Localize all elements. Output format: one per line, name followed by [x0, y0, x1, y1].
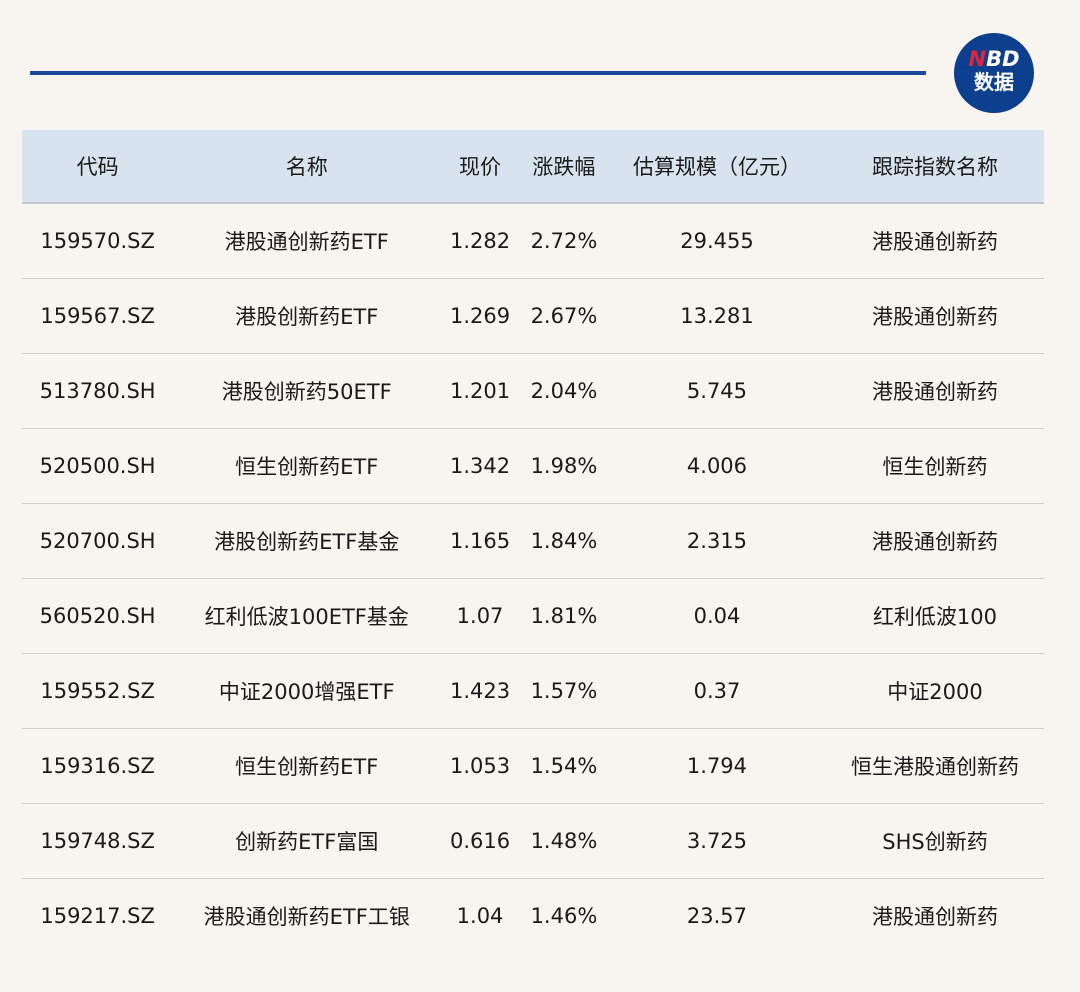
cell-scale: 3.725 [607, 803, 826, 879]
cell-scale: 4.006 [607, 428, 826, 504]
cell-price: 1.04 [456, 904, 504, 928]
cell-index: 恒生创新药 [825, 428, 1044, 504]
cell-name: 港股通创新药ETF工银 [203, 905, 410, 929]
table-row: 159570.SZ 港股通创新药ETF 1.282 2.72% 29.455 港股通创新药 [22, 203, 1044, 279]
cell-scale: 5.745 [607, 353, 826, 429]
column-header-change: 涨跌幅 [519, 130, 608, 204]
cell-price: 1.342 [440, 428, 520, 504]
cell-name: 恒生创新药ETF [173, 728, 441, 804]
cell-index: 港股通创新药 [825, 278, 1044, 354]
cell-index: 红利低波100 [825, 578, 1044, 654]
cell-price: 1.282 [440, 203, 520, 279]
cell-index: 恒生港股通创新药 [825, 728, 1044, 804]
table-row: 560520.SH 红利低波100ETF基金 1.07 1.81% 0.04 红利低波10… [22, 578, 1044, 654]
cell-name: 港股创新药ETF [173, 278, 441, 354]
cell-name: 港股创新药ETF基金 [173, 503, 441, 579]
nbd-data-logo: NBD 数据 [954, 33, 1034, 113]
cell-change: 1.98% [519, 428, 608, 504]
cell-change: 2.67% [519, 278, 608, 354]
cell-price: 1.423 [440, 653, 520, 729]
cell-scale: 0.04 [607, 578, 826, 654]
column-header-index: 跟踪指数名称 [825, 130, 1044, 204]
cell-name: 创新药ETF富国 [173, 803, 441, 879]
cell-scale: 2.315 [607, 503, 826, 579]
cell-name: 恒生创新药ETF [173, 428, 441, 504]
cell-code: 159748.SZ [22, 803, 174, 879]
cell-price: 1.165 [440, 503, 520, 579]
column-header-scale: 估算规模（亿元） [607, 130, 826, 204]
cell-change: 1.57% [519, 653, 608, 729]
cell-change: 1.48% [519, 803, 608, 879]
cell-change: 1.54% [519, 728, 608, 804]
cell-index: 港股通创新药 [825, 353, 1044, 429]
cell-scale: 1.794 [607, 728, 826, 804]
cell-index: SHS创新药 [825, 803, 1044, 879]
cell-price: 1.269 [440, 278, 520, 354]
cell-code: 159217.SZ [40, 904, 155, 928]
table-row: 520700.SH 港股创新药ETF基金 1.165 1.84% 2.315 港股通创新药 [22, 503, 1044, 579]
cell-change: 1.81% [519, 578, 608, 654]
cell-change: 2.04% [519, 353, 608, 429]
table-row: 159217.SZ 港股通创新药ETF工银 1.04 1.46% 23.57 港股通创新药 [22, 879, 1044, 954]
etf-table: 代码 名称 现价 涨跌幅 估算规模（亿元） 跟踪指数名称 159570.SZ 港股通创新药E… [22, 130, 1044, 953]
table-row: 520500.SH 恒生创新药ETF 1.342 1.98% 4.006 恒生创新药 [22, 428, 1044, 504]
cell-change: 1.46% [530, 904, 598, 928]
table-row: 159567.SZ 港股创新药ETF 1.269 2.67% 13.281 港股通创新药 [22, 278, 1044, 354]
cell-index: 中证2000 [825, 653, 1044, 729]
cell-code: 560520.SH [22, 578, 174, 654]
cell-price: 1.053 [440, 728, 520, 804]
cell-code: 520700.SH [22, 503, 174, 579]
cell-scale: 29.455 [607, 203, 826, 279]
cell-index: 港股通创新药 [825, 203, 1044, 279]
cell-name: 中证2000增强ETF [173, 653, 441, 729]
cell-scale: 23.57 [686, 904, 748, 928]
cell-code: 159567.SZ [22, 278, 174, 354]
cell-scale: 13.281 [607, 278, 826, 354]
cell-price: 1.07 [440, 578, 520, 654]
cell-index: 港股通创新药 [871, 905, 998, 929]
column-header-name: 名称 [173, 130, 441, 204]
cell-name: 港股通创新药ETF [173, 203, 441, 279]
cell-index: 港股通创新药 [825, 503, 1044, 579]
cell-name: 港股创新药50ETF [173, 353, 441, 429]
cell-code: 520500.SH [22, 428, 174, 504]
cell-name: 红利低波100ETF基金 [173, 578, 441, 654]
cell-price: 0.616 [440, 803, 520, 879]
table-row: 159316.SZ 恒生创新药ETF 1.053 1.54% 1.794 恒生港股通创新药 [22, 728, 1044, 804]
cell-price: 1.201 [440, 353, 520, 429]
column-header-price: 现价 [440, 130, 520, 204]
cell-code: 159316.SZ [22, 728, 174, 804]
cell-change: 1.84% [519, 503, 608, 579]
cell-code: 159570.SZ [22, 203, 174, 279]
table-row: 513780.SH 港股创新药50ETF 1.201 2.04% 5.745 港股通创新药 [22, 353, 1044, 429]
column-header-code: 代码 [22, 130, 174, 204]
cell-scale: 0.37 [607, 653, 826, 729]
title-divider [30, 71, 926, 75]
table-row: 159552.SZ 中证2000增强ETF 1.423 1.57% 0.37 中证2000 [22, 653, 1044, 729]
cell-change: 2.72% [519, 203, 608, 279]
table-header: 代码 名称 现价 涨跌幅 估算规模（亿元） 跟踪指数名称 [22, 130, 1044, 204]
cell-code: 159552.SZ [22, 653, 174, 729]
table-row: 159748.SZ 创新药ETF富国 0.616 1.48% 3.725 SHS创新药 [22, 803, 1044, 879]
cell-code: 513780.SH [22, 353, 174, 429]
